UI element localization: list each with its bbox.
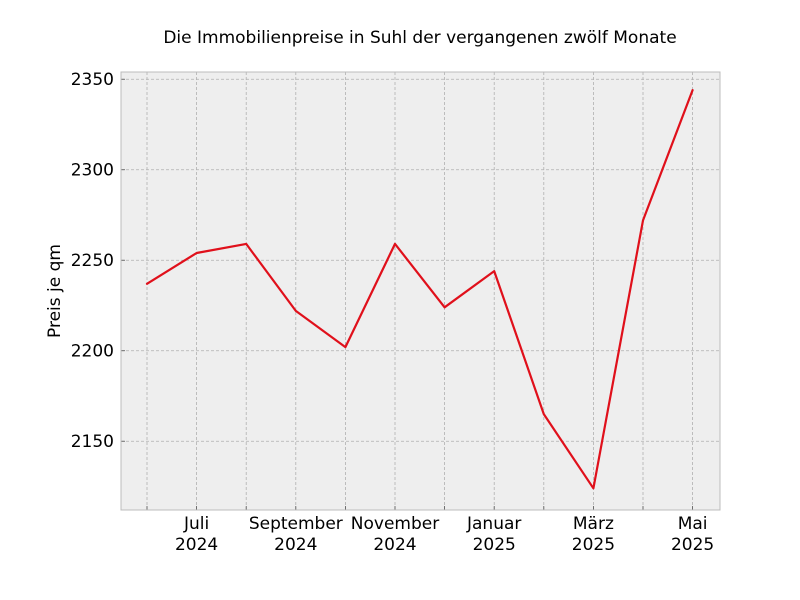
x-tick-label-month: Mai — [678, 514, 708, 534]
x-tick-label-month: November — [351, 514, 439, 534]
x-tick-label-year: 2025 — [572, 535, 615, 555]
x-tick-label: Mai 2025 — [671, 514, 714, 555]
x-tick-label-year: 2025 — [473, 535, 516, 555]
x-tick-label-year: 2024 — [175, 535, 218, 555]
x-tick-label-year: 2024 — [274, 535, 317, 555]
y-tick-label: 2150 — [71, 432, 114, 452]
y-tick-label: 2250 — [71, 251, 114, 271]
plot-area — [121, 72, 720, 510]
y-tick-label: 2200 — [71, 342, 114, 362]
y-axis: 2150 2200 2250 2300 2350 — [71, 70, 125, 452]
data-series — [145, 88, 694, 490]
x-tick-label-month: März — [573, 514, 614, 534]
y-tick-label: 2300 — [71, 161, 114, 181]
x-tick-label-year: 2025 — [671, 535, 714, 555]
x-tick-label-month: Juli — [183, 514, 209, 534]
y-tick-label: 2350 — [71, 70, 114, 90]
x-tick-label-month: September — [249, 514, 343, 534]
x-tick-label: November 2024 — [351, 514, 439, 555]
chart-title: Die Immobilienpreise in Suhl der vergang… — [163, 28, 676, 48]
y-axis-label: Preis je qm — [45, 244, 65, 338]
price-series-line — [145, 88, 694, 490]
x-tick-label: Juli 2024 — [175, 514, 218, 555]
grid-lines — [121, 72, 720, 510]
x-tick-label-month: Januar — [466, 514, 521, 534]
plot-border — [120, 71, 721, 511]
x-tick-label-year: 2024 — [373, 535, 416, 555]
x-tick-label: März 2025 — [572, 514, 615, 555]
x-tick-label: September 2024 — [249, 514, 343, 555]
x-tick-label: Januar 2025 — [466, 514, 521, 555]
